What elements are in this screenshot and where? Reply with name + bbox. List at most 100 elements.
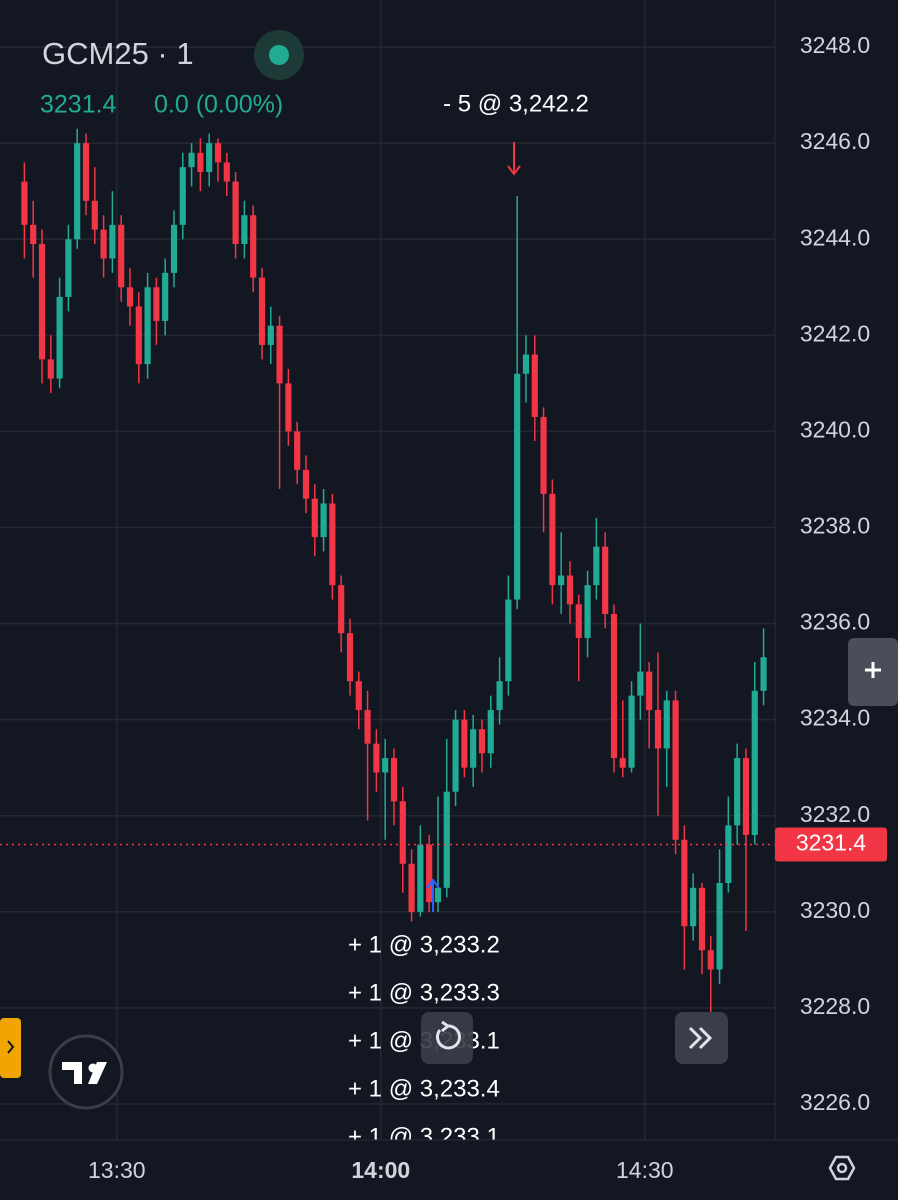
header-change: 0.0 (0.00%) (154, 91, 283, 119)
candle-body (82, 143, 90, 201)
candle-body (637, 671, 644, 696)
candle-body (170, 224, 178, 273)
candle-body (426, 844, 433, 903)
annotations: - 5 @ 3,242.2 + 1 @ 3,233.2 + 1 @ 3,233.3 +… (0, 90, 775, 1150)
candle-body (197, 152, 204, 172)
candle-body (214, 143, 222, 163)
x-tick-label: 14:30 (616, 1157, 674, 1183)
candle-body (646, 671, 653, 711)
candle-body (593, 546, 600, 586)
y-tick-label: 3240.0 (800, 416, 870, 442)
candle-body (663, 700, 670, 749)
candle-body (610, 613, 618, 759)
candle-body (382, 758, 389, 773)
candle-body (619, 758, 626, 768)
candle-body (707, 950, 714, 970)
candle-body (162, 272, 169, 321)
y-tick-label: 3246.0 (800, 128, 870, 154)
candle-body (74, 143, 81, 240)
y-tick-label: 3244.0 (800, 224, 870, 250)
grid (0, 0, 775, 1140)
candle-body (487, 710, 494, 754)
candle-body (118, 224, 125, 288)
side-tab[interactable] (0, 1018, 21, 1078)
candle-body (311, 498, 318, 538)
candle-body (153, 287, 160, 321)
candle-body (549, 493, 556, 586)
buy-annotation: + 1 @ 3,233.3 (348, 979, 500, 1006)
buy-arrow (426, 878, 440, 912)
candle-body (575, 604, 582, 638)
candle-body (540, 416, 547, 494)
candle-body (47, 359, 54, 379)
side-tab-icon (7, 1040, 15, 1054)
candle-body (135, 306, 142, 365)
header-price: 3231.4 (40, 91, 117, 119)
candle-body (329, 503, 336, 586)
candles (21, 128, 767, 1013)
candle-body (179, 167, 186, 225)
y-tick-label: 3226.0 (800, 1089, 870, 1115)
candle-body (417, 844, 424, 912)
y-tick-label: 3248.0 (800, 32, 870, 58)
candle-body (558, 575, 565, 586)
x-tick-label: 14:00 (351, 1157, 410, 1183)
status-dot (269, 45, 289, 65)
settings-icon[interactable] (828, 1155, 856, 1181)
add-icon (865, 662, 881, 678)
logo-dot (88, 1063, 98, 1073)
candle-body (294, 431, 301, 470)
axes: 3226.0 3228.0 3230.0 3232.0 3234.0 3236.0 3238… (88, 32, 887, 1183)
candle-body (364, 710, 371, 744)
y-tick-label: 3232.0 (800, 801, 870, 827)
y-tick-label: 3230.0 (800, 897, 870, 923)
y-tick-label: 3228.0 (800, 993, 870, 1019)
last-price-box (775, 827, 887, 862)
candle-body (470, 729, 477, 768)
candle-body (302, 469, 310, 499)
sell-arrow (507, 142, 521, 176)
reset-icon-arrow (441, 1020, 451, 1033)
candle-body (373, 743, 380, 773)
candle-body (434, 887, 442, 903)
candle-body (443, 791, 450, 888)
chart-title: GCM25 · 1 (42, 36, 194, 71)
candle-body (496, 681, 503, 711)
candle-body (399, 801, 406, 864)
last-price-label: 3231.4 (796, 830, 867, 856)
candle-body (188, 152, 195, 168)
y-tick-label: 3238.0 (800, 513, 870, 539)
candle-body (126, 287, 134, 307)
candle-body (206, 143, 213, 172)
buy-annotation: + 1 @ 3,233.1 (348, 1123, 500, 1150)
candle-body (566, 575, 574, 605)
candle-body (338, 585, 345, 634)
candle-body (100, 229, 107, 259)
candle-body (267, 325, 274, 345)
candle-body (698, 887, 706, 951)
scroll-right-icon (688, 1026, 713, 1050)
candle-body (285, 383, 292, 432)
candle-body (716, 882, 723, 970)
candle-body (461, 719, 468, 768)
reset-icon (436, 1024, 461, 1050)
candle-body (602, 546, 609, 614)
candle-body (514, 373, 521, 600)
buy-annotation: + 1 @ 3,233.2 (348, 931, 500, 958)
candle-body (320, 503, 327, 538)
candle-body (734, 758, 741, 826)
candle-body (452, 719, 459, 792)
candle-body (751, 690, 758, 835)
logo-button[interactable] (48, 1034, 124, 1110)
candle-body (38, 244, 46, 360)
candle-body (390, 758, 398, 802)
candle-body (628, 695, 635, 768)
candle-body (522, 354, 530, 374)
reset-button[interactable] (421, 1012, 473, 1064)
candle-body (223, 162, 230, 182)
candle-body (725, 825, 732, 883)
candle-body (654, 710, 662, 749)
